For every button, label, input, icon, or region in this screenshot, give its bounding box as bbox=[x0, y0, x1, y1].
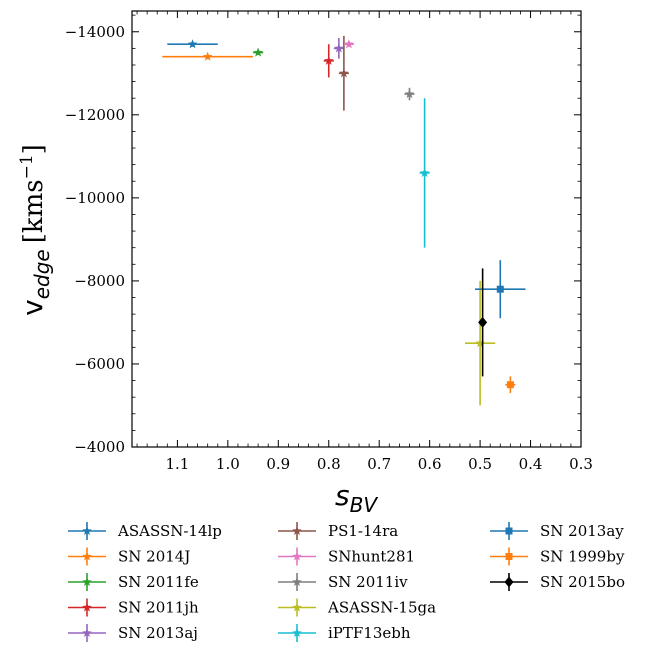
data-point-group bbox=[475, 260, 526, 319]
y-axis-label: vedge [kms−1] bbox=[16, 144, 54, 316]
x-tick-label: 0.3 bbox=[569, 455, 593, 473]
legend-item: SN 2011fe bbox=[68, 573, 199, 591]
y-tick-label: −6000 bbox=[74, 355, 125, 373]
legend-item: SN 1999by bbox=[490, 547, 625, 566]
data-points bbox=[162, 35, 526, 406]
y-axis-ticks: −14000 −12000 −10000 −8000 −6000 −4000 bbox=[65, 14, 581, 456]
data-point-group bbox=[505, 376, 516, 394]
plot-border bbox=[131, 10, 582, 448]
legend-label: ASASSN-14lp bbox=[117, 522, 222, 540]
legend-marker bbox=[292, 602, 302, 612]
data-point bbox=[419, 167, 430, 177]
plot-area bbox=[131, 10, 582, 448]
data-point bbox=[202, 51, 213, 61]
data-point-group bbox=[464, 280, 496, 406]
legend-label: ASASSN-15ga bbox=[327, 599, 436, 617]
legend-item: SN 2011iv bbox=[278, 573, 408, 591]
data-point bbox=[478, 316, 488, 328]
y-axis-label-unit: [kms bbox=[19, 179, 49, 243]
data-point bbox=[339, 68, 349, 78]
legend-marker bbox=[505, 553, 513, 560]
y-tick-label: −8000 bbox=[74, 272, 125, 290]
legend-item: SNhunt281 bbox=[278, 547, 415, 566]
legend-marker bbox=[82, 526, 92, 536]
legend-label: SN 2011iv bbox=[328, 573, 408, 591]
legend-marker bbox=[505, 527, 513, 535]
legend-item: SN 2011jh bbox=[68, 598, 199, 617]
data-point-group bbox=[338, 35, 349, 111]
data-point-group bbox=[419, 98, 430, 248]
data-point bbox=[334, 43, 344, 53]
legend-item: SN 2013aj bbox=[68, 624, 198, 642]
legend-marker bbox=[82, 577, 92, 587]
y-tick-label: −14000 bbox=[65, 23, 125, 41]
y-tick-label: −4000 bbox=[74, 438, 125, 456]
legend-item: PS1-14ra bbox=[278, 522, 398, 540]
data-point bbox=[404, 89, 415, 99]
legend-item: SN 2013ay bbox=[490, 522, 624, 540]
legend-label: SN 2014J bbox=[118, 548, 190, 566]
data-point-group bbox=[162, 51, 254, 61]
x-tick-label: 1.0 bbox=[216, 455, 240, 473]
x-tick-label: 0.4 bbox=[519, 455, 543, 473]
x-axis-ticks: 1.1 1.0 0.9 0.8 0.7 0.6 0.5 0.4 0.3 bbox=[136, 11, 593, 473]
legend-marker bbox=[292, 628, 302, 638]
legend-label: SN 2013ay bbox=[540, 522, 624, 540]
data-point bbox=[253, 47, 263, 57]
legend-item: SN 2014J bbox=[68, 547, 190, 566]
data-point bbox=[475, 338, 485, 348]
legend-label: SN 1999by bbox=[540, 548, 625, 566]
legend-label: SN 2011fe bbox=[118, 573, 199, 591]
x-tick-label: 0.7 bbox=[367, 455, 391, 473]
data-point-group bbox=[167, 39, 218, 49]
legend-label: SN 2015bo bbox=[540, 573, 625, 591]
data-point-group bbox=[404, 87, 415, 101]
x-tick-label: 0.8 bbox=[317, 455, 341, 473]
data-point bbox=[344, 39, 354, 49]
legend-marker bbox=[82, 551, 92, 561]
legend-label: PS1-14ra bbox=[328, 522, 398, 540]
legend-item: iPTF13ebh bbox=[278, 624, 411, 642]
y-axis-label-main: v bbox=[16, 299, 49, 316]
data-point bbox=[496, 285, 504, 293]
data-point-group bbox=[478, 268, 488, 377]
y-axis-label-unit-sup: −1 bbox=[17, 154, 37, 179]
legend-marker bbox=[82, 602, 92, 612]
data-point-group bbox=[333, 37, 344, 59]
data-point bbox=[324, 55, 334, 65]
legend-label: iPTF13ebh bbox=[328, 624, 411, 642]
y-tick-label: −12000 bbox=[65, 106, 125, 124]
x-tick-label: 0.6 bbox=[418, 455, 442, 473]
x-tick-label: 1.1 bbox=[165, 455, 189, 473]
legend-item: ASASSN-15ga bbox=[278, 598, 436, 617]
data-point-group bbox=[343, 39, 354, 49]
y-axis-label-unit-close: ] bbox=[19, 144, 49, 154]
y-axis-label-sub: edge bbox=[30, 249, 54, 299]
data-point bbox=[187, 39, 198, 49]
x-axis-label: sBV bbox=[335, 479, 378, 517]
data-point bbox=[506, 381, 514, 389]
legend-item: ASASSN-14lp bbox=[68, 522, 222, 540]
legend-marker bbox=[504, 576, 514, 588]
x-axis-label-sub: BV bbox=[350, 493, 379, 517]
legend-marker bbox=[292, 577, 302, 587]
legend-marker bbox=[292, 526, 302, 536]
y-tick-label: −10000 bbox=[65, 189, 125, 207]
legend: ASASSN-14lp SN 2014J SN 2011fe SN 2011jh SN … bbox=[68, 522, 625, 642]
legend-marker bbox=[292, 551, 302, 561]
legend-label: SN 2011jh bbox=[118, 599, 199, 617]
x-tick-label: 0.5 bbox=[468, 455, 492, 473]
x-tick-label: 0.9 bbox=[266, 455, 290, 473]
legend-label: SNhunt281 bbox=[328, 548, 415, 566]
legend-label: SN 2013aj bbox=[118, 624, 198, 642]
data-point-group bbox=[323, 44, 334, 78]
x-axis-label-main: s bbox=[335, 479, 350, 512]
data-point-group bbox=[253, 47, 264, 57]
legend-item: SN 2015bo bbox=[490, 573, 625, 591]
legend-marker bbox=[82, 628, 92, 638]
